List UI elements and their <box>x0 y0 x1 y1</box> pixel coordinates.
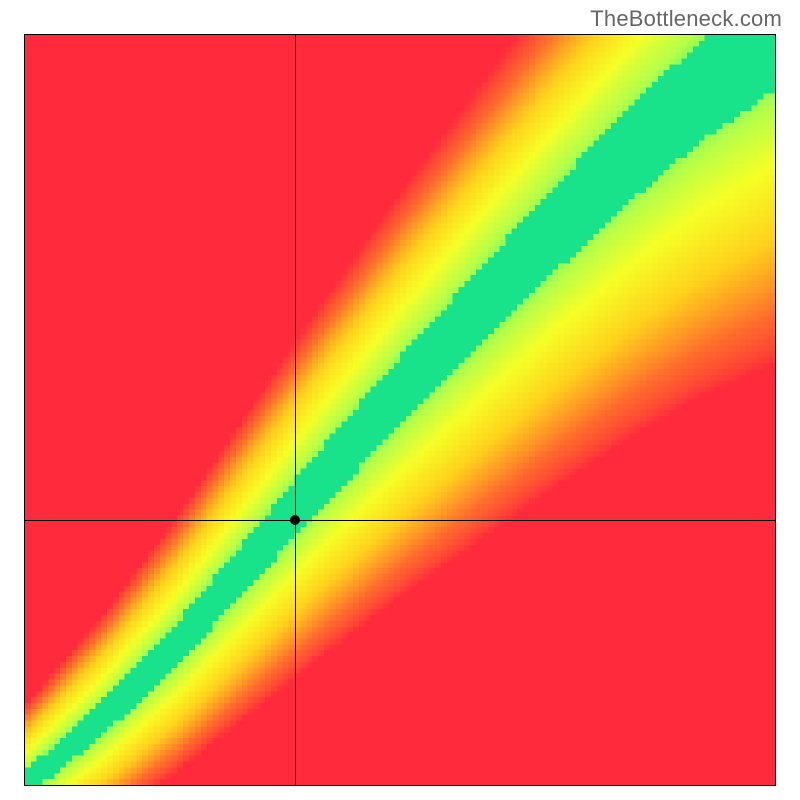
heatmap-canvas <box>25 35 775 785</box>
crosshair-marker-dot <box>290 515 300 525</box>
crosshair-horizontal <box>25 520 775 521</box>
crosshair-vertical <box>295 35 296 785</box>
watermark-text: TheBottleneck.com <box>590 6 782 32</box>
heatmap-plot-area <box>25 35 775 785</box>
